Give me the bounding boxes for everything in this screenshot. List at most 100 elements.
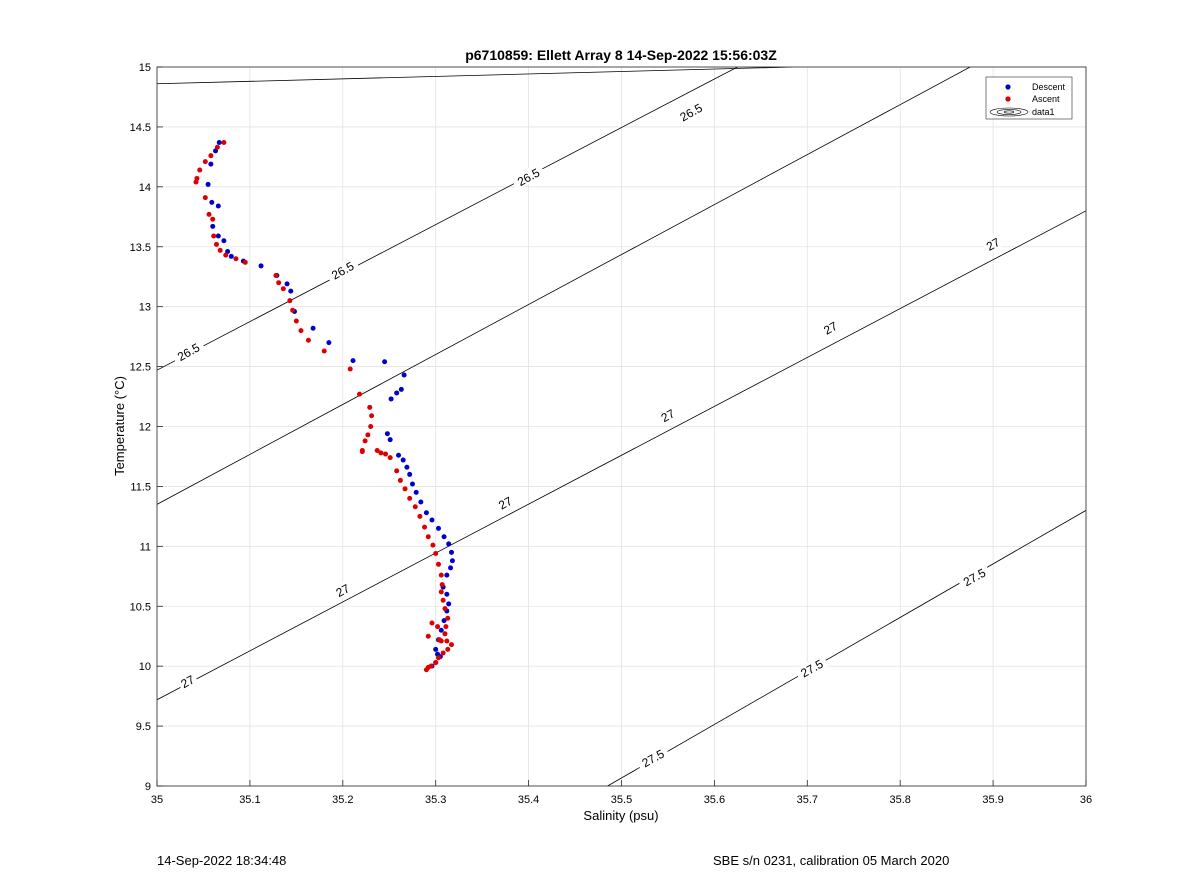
descent-point (441, 618, 447, 624)
y-tick-label: 13 (139, 302, 151, 314)
y-tick-label: 14.5 (130, 122, 151, 134)
ascent-point (367, 404, 373, 410)
y-tick-label: 9 (145, 781, 151, 793)
ascent-point (422, 524, 428, 530)
contour-label: 27 (496, 494, 515, 513)
descent-point (446, 601, 452, 607)
x-tick-label: 35.5 (611, 794, 632, 806)
x-axis-label: Salinity (psu) (583, 808, 658, 823)
data-series (193, 139, 455, 673)
ascent-point (193, 179, 199, 185)
ascent-point (433, 551, 439, 557)
x-tick-label: 35.7 (797, 794, 818, 806)
ascent-point (383, 451, 389, 457)
descent-point (215, 203, 221, 209)
x-tick-label: 35 (151, 794, 163, 806)
descent-point (398, 386, 404, 392)
ascent-point (425, 633, 431, 639)
descent-point (401, 372, 407, 378)
ascent-point (407, 495, 413, 501)
ascent-point (435, 624, 441, 630)
descent-point (205, 181, 211, 187)
y-tick-label: 10 (139, 661, 151, 673)
ascent-point (365, 432, 371, 438)
y-tick-label: 12 (139, 422, 151, 434)
ascent-point (445, 615, 451, 621)
ascent-point (208, 153, 214, 159)
legend-marker-descent (1005, 84, 1011, 90)
ascent-point (197, 167, 203, 173)
footer-timestamp: 14-Sep-2022 18:34:48 (157, 853, 287, 868)
contour-label-background (510, 162, 546, 191)
x-tick-label: 35.1 (239, 794, 260, 806)
legend: Descent Ascent data1 (985, 76, 1073, 120)
ascent-point (369, 413, 375, 419)
descent-point (394, 390, 400, 396)
density-contour-line (607, 510, 1086, 786)
ascent-point (321, 348, 327, 354)
ascent-point (290, 307, 296, 313)
density-contour-line (157, 210, 1086, 701)
contour-label-background (635, 743, 670, 772)
contour-label: 27 (984, 235, 1003, 254)
descent-point (441, 534, 447, 540)
ascent-point (417, 513, 423, 519)
ascent-point (305, 337, 311, 343)
ascent-point (433, 660, 439, 666)
descent-point (429, 517, 435, 523)
ascent-point (440, 597, 446, 603)
x-axis-ticks: 35 35.1 35.2 35.3 35.4 35.5 35.6 35.7 35.8 35.9 36 (151, 780, 1092, 806)
descent-point (387, 437, 393, 443)
ascent-point (206, 211, 212, 217)
ascent-point (443, 624, 449, 630)
y-tick-label: 15 (139, 62, 151, 74)
descent-point (221, 238, 227, 244)
ascent-point (211, 233, 217, 239)
ascent-point (359, 449, 365, 455)
descent-point (418, 499, 424, 505)
contour-label: 27 (178, 672, 197, 691)
legend-label-data1: data1 (1032, 107, 1055, 117)
ascent-point (368, 424, 374, 429)
ascent-point (445, 646, 451, 652)
y-tick-label: 11.5 (130, 481, 151, 493)
chart-title: p6710859: Ellett Array 8 14-Sep-2022 15:… (465, 47, 777, 63)
legend-marker-ascent (1005, 96, 1011, 102)
descent-point (258, 263, 264, 269)
descent-point (444, 572, 450, 578)
ascent-point (448, 642, 454, 648)
x-tick-label: 35.8 (889, 794, 910, 806)
descent-point (448, 565, 454, 571)
ascent-point (378, 450, 384, 456)
descent-point (444, 591, 450, 597)
descent-point (400, 457, 406, 463)
descent-point (208, 161, 214, 167)
descent-point (396, 452, 402, 458)
y-tick-label: 11 (140, 541, 151, 553)
ascent-point (276, 280, 282, 286)
descent-point (388, 396, 394, 402)
ascent-point (202, 195, 208, 201)
contour-label-background (170, 337, 206, 366)
y-tick-label: 12.5 (130, 362, 151, 374)
ascent-point (423, 667, 429, 673)
ascent-point (287, 298, 293, 304)
descent-point (209, 199, 215, 205)
ascent-point (233, 256, 239, 262)
descent-point (284, 281, 290, 287)
ascent-point (273, 273, 279, 279)
contour-legend-icon (989, 107, 1029, 117)
y-tick-label: 9.5 (136, 721, 151, 733)
legend-box (985, 76, 1073, 120)
ascent-point (242, 259, 248, 265)
ascent-point (387, 455, 393, 461)
descent-point (326, 340, 332, 346)
ascent-point (217, 247, 223, 253)
contour-label-background (331, 579, 354, 601)
contour-label-group: 27 (493, 491, 517, 513)
contour-label-background (656, 404, 679, 426)
contour-label-group: 27 (818, 316, 842, 338)
descent-point (448, 549, 454, 555)
descent-point (288, 288, 294, 294)
